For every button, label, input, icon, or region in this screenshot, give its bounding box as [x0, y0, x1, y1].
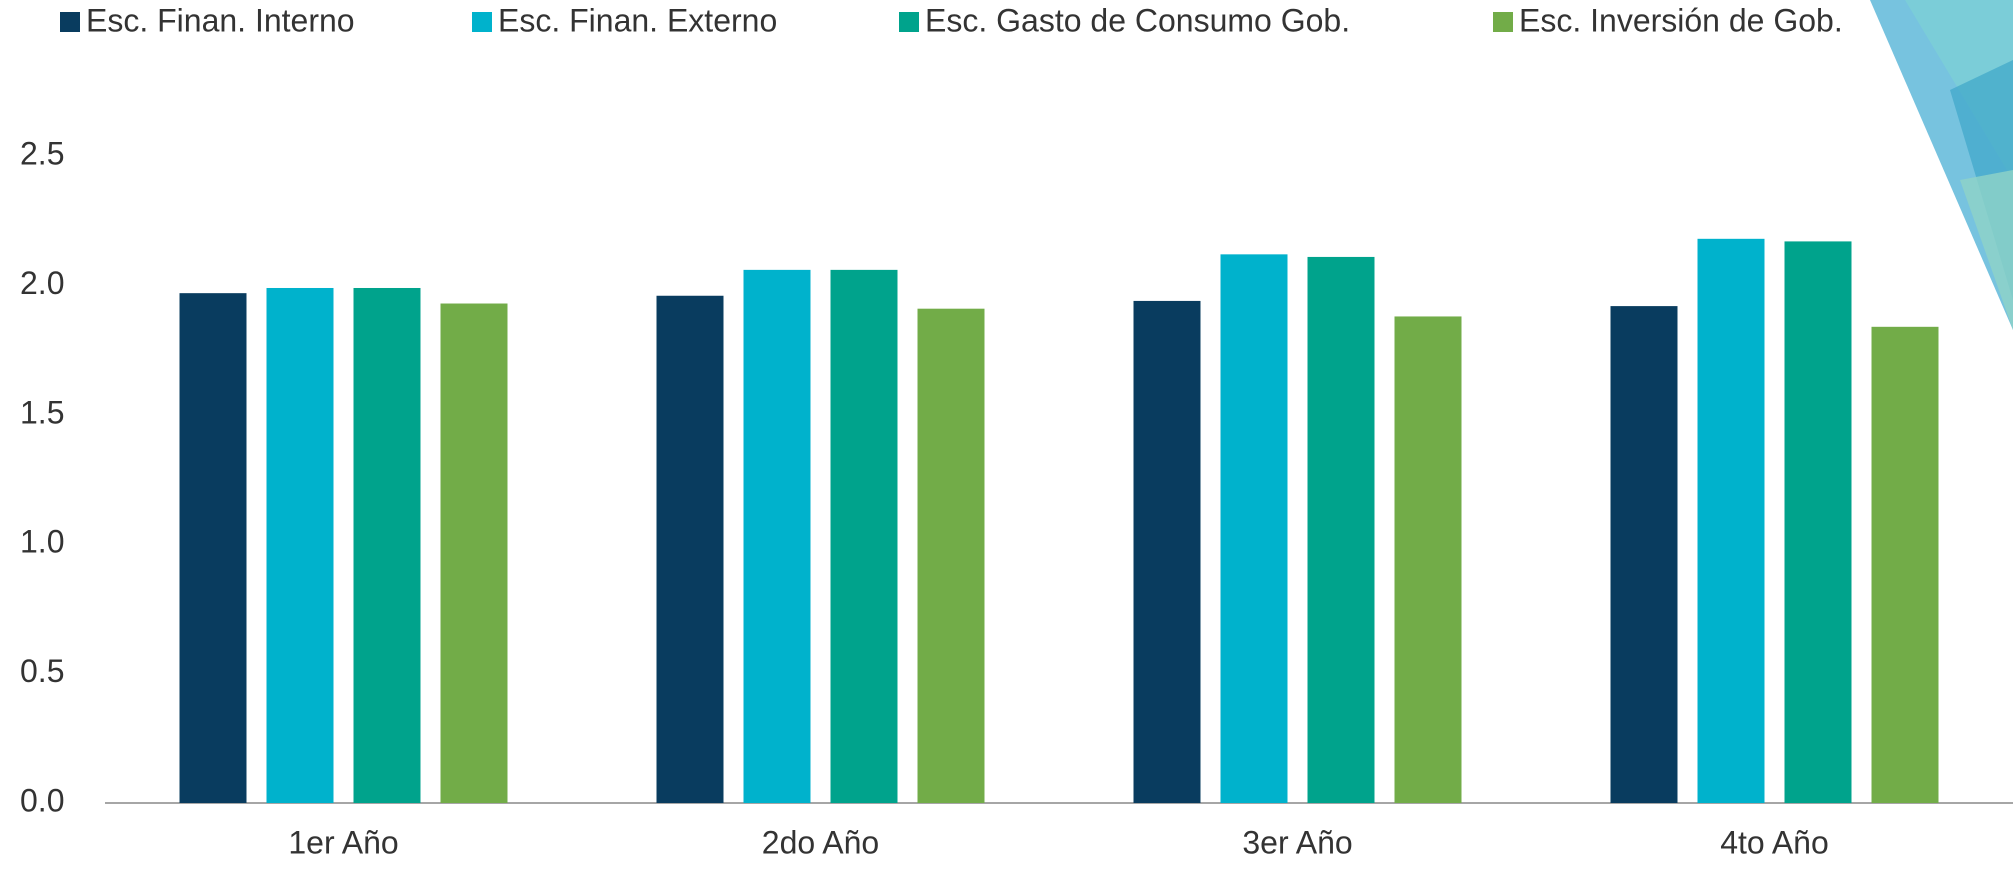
legend-label: Esc. Finan. Interno: [86, 2, 355, 38]
y-tick-label: 0.5: [20, 653, 64, 689]
bar: [831, 270, 898, 803]
x-tick-label: 2do Año: [762, 824, 879, 860]
chart: 0.0 0.5 1.0 1.5 2.0 2.5 Esc. Finan. Interno Esc…: [0, 0, 2013, 875]
bar: [1872, 327, 1939, 803]
bar: [918, 309, 985, 803]
y-tick-label: 0.0: [20, 782, 64, 818]
bar: [1611, 306, 1678, 803]
legend-label: Esc. Inversión de Gob.: [1519, 2, 1843, 38]
y-tick-label: 2.5: [20, 135, 64, 171]
legend-swatch: [472, 12, 492, 32]
corner-decoration: [1870, 0, 2013, 330]
bar: [744, 270, 811, 803]
legend-swatch: [60, 12, 80, 32]
legend-swatch: [899, 12, 919, 32]
bar: [1221, 254, 1288, 803]
bar: [267, 288, 334, 803]
y-tick-label: 1.0: [20, 524, 64, 560]
bar: [1395, 316, 1462, 803]
bar: [1698, 239, 1765, 803]
legend-swatch: [1493, 12, 1513, 32]
x-tick-label: 3er Año: [1242, 824, 1352, 860]
x-tick-label: 4to Año: [1720, 824, 1829, 860]
bar: [1134, 301, 1201, 803]
legend-label: Esc. Gasto de Consumo Gob.: [925, 2, 1350, 38]
x-tick-label: 1er Año: [288, 824, 398, 860]
bar: [1785, 241, 1852, 803]
bar: [1308, 257, 1375, 803]
bar: [657, 296, 724, 803]
bar: [441, 304, 508, 803]
bar: [180, 293, 247, 803]
y-tick-label: 2.0: [20, 265, 64, 301]
bar: [354, 288, 421, 803]
y-tick-label: 1.5: [20, 394, 64, 430]
legend-label: Esc. Finan. Externo: [498, 2, 777, 38]
